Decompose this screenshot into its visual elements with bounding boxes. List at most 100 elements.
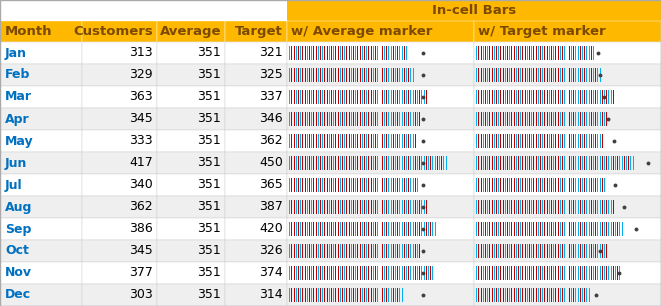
Bar [157, 218, 225, 240]
Bar [490, 200, 492, 214]
Bar [338, 90, 339, 104]
Bar [336, 222, 337, 236]
Bar [388, 134, 389, 148]
Bar [311, 90, 312, 104]
Bar [544, 266, 545, 280]
Bar [340, 90, 341, 104]
Bar [296, 90, 297, 104]
Bar [305, 134, 306, 148]
Bar [545, 90, 547, 104]
Bar [334, 68, 336, 82]
Bar [353, 178, 354, 192]
Bar [371, 68, 372, 82]
Bar [529, 200, 530, 214]
Bar [0, 64, 82, 86]
Bar [489, 178, 490, 192]
Bar [342, 156, 343, 170]
Bar [547, 90, 548, 104]
Bar [580, 288, 581, 302]
Bar [311, 134, 312, 148]
Bar [358, 200, 360, 214]
Bar [580, 90, 581, 104]
Bar [307, 112, 308, 126]
Bar [340, 156, 341, 170]
Bar [490, 68, 492, 82]
Bar [338, 112, 339, 126]
Bar [333, 90, 334, 104]
Bar [296, 46, 297, 60]
Bar [311, 46, 312, 60]
Bar [0, 152, 82, 174]
Bar [333, 68, 334, 82]
Bar [382, 134, 383, 148]
Bar [514, 156, 516, 170]
Bar [562, 112, 563, 126]
Bar [487, 288, 488, 302]
Bar [355, 222, 356, 236]
Bar [562, 90, 563, 104]
Bar [494, 244, 495, 258]
Bar [553, 156, 554, 170]
Bar [422, 222, 424, 236]
Bar [430, 156, 431, 170]
Bar [492, 222, 493, 236]
Bar [518, 112, 519, 126]
Bar [599, 90, 600, 104]
Bar [562, 134, 563, 148]
Text: 420: 420 [259, 222, 283, 236]
Bar [505, 288, 506, 302]
Bar [514, 222, 516, 236]
Bar [326, 46, 327, 60]
Bar [388, 178, 389, 192]
Text: 362: 362 [130, 200, 153, 214]
Bar [320, 244, 321, 258]
Bar [406, 200, 407, 214]
Bar [549, 266, 550, 280]
Bar [393, 244, 394, 258]
Bar [573, 134, 574, 148]
Bar [597, 244, 598, 258]
Bar [536, 266, 537, 280]
Bar [291, 156, 292, 170]
Bar [514, 90, 516, 104]
Bar [544, 244, 545, 258]
Bar [529, 178, 530, 192]
Bar [327, 46, 329, 60]
Bar [478, 134, 479, 148]
Bar [481, 200, 483, 214]
Bar [331, 156, 332, 170]
Bar [551, 90, 552, 104]
Bar [474, 108, 661, 130]
Bar [615, 156, 616, 170]
Bar [344, 68, 345, 82]
Bar [606, 112, 607, 126]
Bar [597, 222, 598, 236]
Bar [426, 200, 427, 214]
Bar [494, 156, 495, 170]
Bar [518, 156, 519, 170]
Text: 325: 325 [259, 69, 283, 81]
Bar [520, 200, 521, 214]
Bar [389, 178, 391, 192]
Bar [322, 266, 323, 280]
Bar [428, 266, 429, 280]
Bar [511, 178, 512, 192]
Bar [375, 90, 376, 104]
Bar [509, 222, 510, 236]
Bar [0, 240, 82, 262]
Bar [413, 178, 414, 192]
Bar [527, 156, 528, 170]
Bar [389, 46, 391, 60]
Bar [300, 200, 301, 214]
Bar [505, 200, 506, 214]
Bar [397, 90, 398, 104]
Bar [571, 156, 572, 170]
Bar [446, 156, 447, 170]
Bar [384, 266, 385, 280]
Bar [480, 266, 481, 280]
Bar [289, 200, 290, 214]
Bar [397, 68, 398, 82]
Bar [357, 178, 358, 192]
Bar [413, 266, 414, 280]
Bar [509, 244, 510, 258]
